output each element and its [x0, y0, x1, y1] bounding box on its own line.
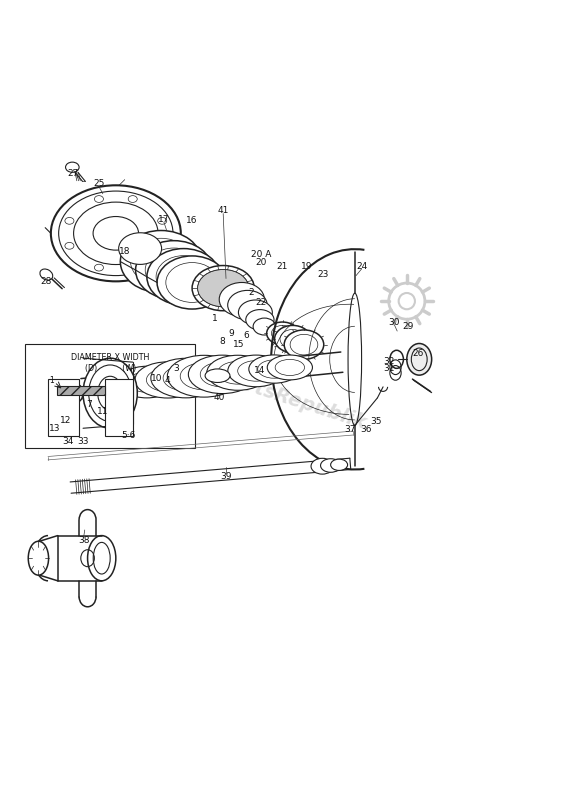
- Ellipse shape: [205, 369, 230, 382]
- Ellipse shape: [198, 270, 249, 306]
- Text: 22: 22: [255, 298, 267, 306]
- Ellipse shape: [219, 282, 264, 316]
- Ellipse shape: [135, 362, 201, 398]
- Ellipse shape: [73, 202, 158, 265]
- Ellipse shape: [69, 384, 83, 402]
- Text: 39: 39: [220, 472, 232, 481]
- Ellipse shape: [106, 371, 151, 396]
- Text: 28: 28: [41, 277, 52, 286]
- Ellipse shape: [120, 230, 202, 293]
- Text: 20: 20: [255, 258, 267, 266]
- Ellipse shape: [188, 355, 256, 394]
- Text: 36: 36: [360, 425, 372, 434]
- Ellipse shape: [198, 270, 249, 306]
- Text: 40: 40: [214, 393, 225, 402]
- Text: 29: 29: [402, 322, 414, 331]
- Ellipse shape: [147, 249, 220, 305]
- Text: 25: 25: [93, 179, 105, 188]
- Text: 34: 34: [62, 437, 73, 446]
- Text: 2: 2: [249, 288, 254, 297]
- Ellipse shape: [246, 310, 274, 330]
- Text: DIAMETER X WIDTH: DIAMETER X WIDTH: [71, 353, 149, 362]
- Ellipse shape: [89, 365, 132, 422]
- Text: 35: 35: [370, 417, 381, 426]
- Text: 19: 19: [301, 262, 312, 270]
- Text: 32: 32: [383, 357, 394, 366]
- Text: 18: 18: [119, 247, 130, 257]
- Bar: [48, 379, 79, 435]
- Text: 1: 1: [212, 314, 218, 322]
- Text: 16: 16: [186, 216, 198, 226]
- Text: 3: 3: [173, 365, 179, 374]
- Text: 17: 17: [158, 214, 170, 224]
- Ellipse shape: [88, 536, 116, 581]
- Text: 41: 41: [218, 206, 229, 215]
- Text: 24: 24: [356, 262, 367, 270]
- Ellipse shape: [228, 355, 284, 386]
- Text: 11: 11: [97, 406, 108, 416]
- Ellipse shape: [228, 290, 267, 320]
- Ellipse shape: [320, 458, 341, 472]
- Ellipse shape: [253, 318, 276, 335]
- Text: 12: 12: [60, 417, 72, 426]
- Text: (D)          (W): (D) (W): [85, 364, 136, 373]
- Ellipse shape: [119, 366, 175, 398]
- Bar: [25, 343, 195, 448]
- Ellipse shape: [59, 191, 173, 275]
- Ellipse shape: [83, 358, 137, 428]
- Text: 14: 14: [254, 366, 266, 374]
- Ellipse shape: [275, 326, 311, 353]
- Ellipse shape: [284, 330, 324, 359]
- Ellipse shape: [249, 355, 299, 383]
- Ellipse shape: [207, 355, 269, 390]
- Text: 1: 1: [49, 376, 54, 386]
- Ellipse shape: [267, 355, 312, 380]
- Ellipse shape: [90, 376, 126, 396]
- Text: 23: 23: [318, 270, 329, 279]
- Text: 13: 13: [49, 424, 60, 433]
- Ellipse shape: [151, 358, 221, 398]
- Ellipse shape: [157, 256, 227, 309]
- Ellipse shape: [311, 458, 333, 474]
- Text: 10: 10: [151, 374, 163, 383]
- Text: 21: 21: [277, 262, 288, 270]
- Text: PartsRepublik: PartsRepublik: [219, 367, 369, 433]
- Text: 8: 8: [219, 338, 225, 346]
- Ellipse shape: [136, 241, 212, 299]
- Ellipse shape: [28, 542, 49, 575]
- Ellipse shape: [331, 459, 347, 470]
- Text: 31: 31: [383, 365, 394, 374]
- Text: 5·6: 5·6: [121, 431, 136, 440]
- Text: 20 A: 20 A: [251, 250, 271, 259]
- Text: 27: 27: [68, 170, 79, 178]
- Ellipse shape: [407, 343, 432, 375]
- Text: 4: 4: [165, 376, 171, 385]
- Text: 38: 38: [78, 536, 89, 545]
- Text: 30: 30: [389, 318, 400, 326]
- Text: 33: 33: [77, 437, 89, 446]
- Text: 7: 7: [86, 400, 92, 409]
- Text: 37: 37: [345, 425, 356, 434]
- Ellipse shape: [167, 355, 241, 397]
- Bar: [105, 379, 133, 435]
- Ellipse shape: [119, 233, 162, 265]
- Ellipse shape: [267, 322, 298, 345]
- Text: 6: 6: [243, 330, 249, 339]
- Ellipse shape: [51, 186, 181, 282]
- Ellipse shape: [238, 300, 272, 325]
- Text: 26: 26: [412, 349, 424, 358]
- Ellipse shape: [192, 266, 254, 310]
- Text: 9: 9: [229, 330, 234, 338]
- Bar: [58, 386, 105, 395]
- Text: 15: 15: [233, 340, 244, 349]
